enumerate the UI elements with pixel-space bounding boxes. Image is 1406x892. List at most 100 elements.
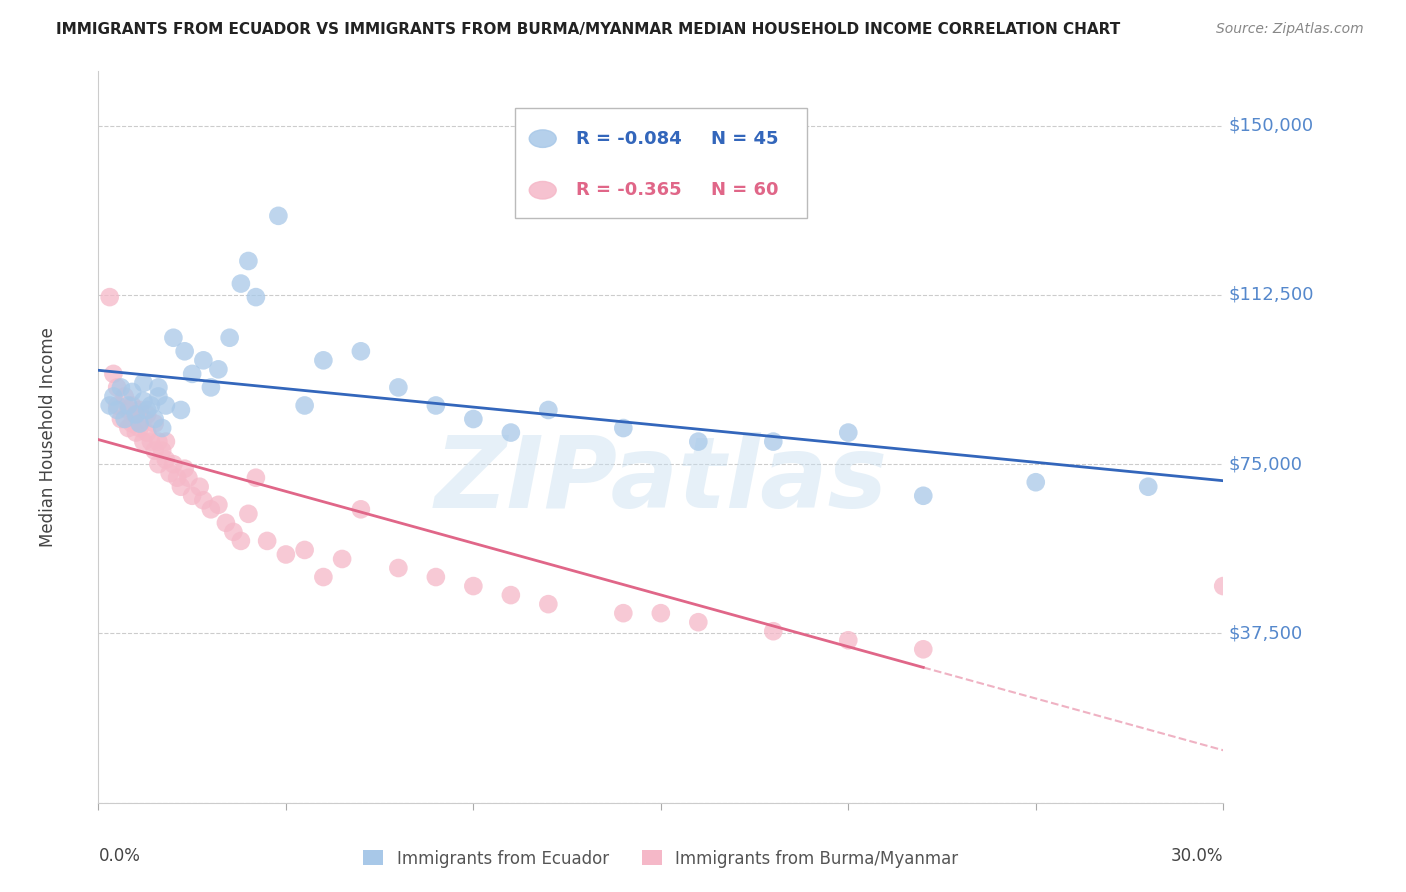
Text: $37,500: $37,500: [1229, 624, 1303, 642]
Point: [103, 367, 125, 381]
Point: [162, 331, 184, 345]
Point: [125, 408, 148, 422]
Point: [650, 606, 672, 620]
Point: [245, 290, 267, 304]
Point: [193, 493, 215, 508]
Point: [837, 425, 859, 440]
Point: [98, 290, 121, 304]
Text: $75,000: $75,000: [1229, 455, 1303, 473]
Point: [155, 452, 177, 467]
Point: [117, 403, 139, 417]
Point: [912, 489, 935, 503]
Point: [128, 403, 150, 417]
Point: [143, 417, 166, 431]
Point: [143, 443, 166, 458]
Point: [136, 403, 159, 417]
Point: [499, 425, 522, 440]
Point: [425, 570, 447, 584]
Point: [294, 399, 316, 413]
Point: [181, 489, 204, 503]
Text: 0.0%: 0.0%: [98, 847, 141, 864]
Point: [215, 516, 238, 530]
Point: [114, 412, 136, 426]
Point: [143, 412, 166, 426]
Point: [207, 498, 229, 512]
Point: [181, 367, 204, 381]
Text: ZIPatlas: ZIPatlas: [434, 433, 887, 530]
Point: [103, 389, 125, 403]
Point: [1137, 480, 1160, 494]
Point: [238, 507, 260, 521]
Point: [173, 344, 195, 359]
Point: [150, 443, 173, 458]
Point: [114, 389, 136, 403]
Point: [170, 403, 193, 417]
Circle shape: [529, 181, 557, 199]
Point: [200, 502, 222, 516]
Point: [155, 434, 177, 449]
Point: [350, 502, 373, 516]
Point: [200, 380, 222, 394]
Point: [128, 417, 150, 431]
Point: [762, 434, 785, 449]
Point: [762, 624, 785, 639]
Point: [132, 434, 155, 449]
FancyBboxPatch shape: [515, 108, 807, 218]
Point: [98, 399, 121, 413]
Text: N = 60: N = 60: [711, 181, 779, 199]
Point: [121, 384, 143, 399]
Text: R = -0.365: R = -0.365: [576, 181, 682, 199]
Point: [267, 209, 290, 223]
Point: [155, 399, 177, 413]
Point: [222, 524, 245, 539]
Point: [294, 543, 316, 558]
Legend: Immigrants from Ecuador, Immigrants from Burma/Myanmar: Immigrants from Ecuador, Immigrants from…: [363, 849, 959, 868]
Point: [110, 412, 132, 426]
Point: [256, 533, 278, 548]
Point: [274, 548, 297, 562]
Point: [229, 277, 252, 291]
Point: [537, 403, 560, 417]
Text: IMMIGRANTS FROM ECUADOR VS IMMIGRANTS FROM BURMA/MYANMAR MEDIAN HOUSEHOLD INCOME: IMMIGRANTS FROM ECUADOR VS IMMIGRANTS FR…: [56, 22, 1121, 37]
Point: [612, 421, 634, 435]
Point: [136, 408, 159, 422]
Point: [159, 466, 181, 480]
Point: [128, 421, 150, 435]
Point: [330, 552, 353, 566]
Point: [912, 642, 935, 657]
Point: [537, 597, 560, 611]
Point: [218, 331, 240, 345]
Point: [105, 399, 128, 413]
Point: [245, 471, 267, 485]
Point: [425, 399, 447, 413]
Point: [387, 561, 409, 575]
Point: [173, 461, 195, 475]
Text: $150,000: $150,000: [1229, 117, 1315, 135]
Point: [1212, 579, 1234, 593]
Point: [121, 417, 143, 431]
Point: [312, 570, 335, 584]
Point: [1025, 475, 1047, 490]
Point: [148, 389, 170, 403]
Point: [188, 480, 211, 494]
Point: [688, 434, 710, 449]
Point: [139, 434, 162, 449]
Point: [463, 579, 485, 593]
Point: [166, 471, 188, 485]
Point: [148, 380, 170, 394]
Point: [177, 471, 200, 485]
Point: [688, 615, 710, 630]
Point: [132, 412, 155, 426]
Text: R = -0.084: R = -0.084: [576, 129, 682, 148]
Point: [148, 457, 170, 471]
Point: [837, 633, 859, 648]
Point: [117, 399, 139, 413]
Point: [463, 412, 485, 426]
Text: Median Household Income: Median Household Income: [39, 327, 56, 547]
Text: 30.0%: 30.0%: [1171, 847, 1223, 864]
Point: [121, 399, 143, 413]
Point: [162, 457, 184, 471]
Point: [238, 254, 260, 268]
Point: [117, 421, 139, 435]
Point: [207, 362, 229, 376]
